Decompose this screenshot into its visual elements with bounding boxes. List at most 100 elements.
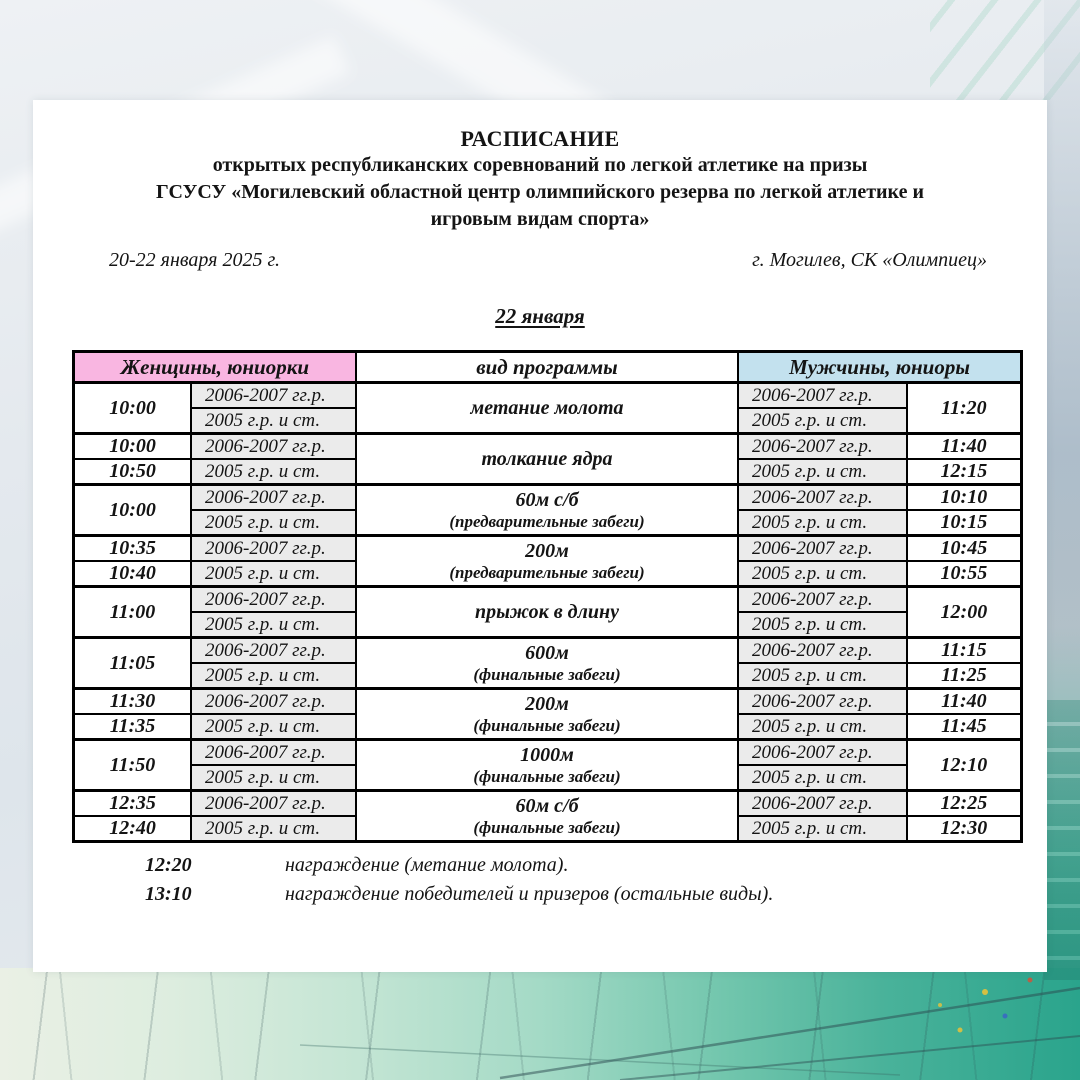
age-cell: 2005 г.р. и ст. [190,560,357,588]
age-cell: 2006-2007 гг.р. [190,432,357,460]
men-time-cell: 12:10 [905,738,1023,792]
age-cell: 2006-2007 гг.р. [190,789,357,817]
subtitle-line: открытых республиканских соревнований по… [212,154,868,176]
women-time-cell: 11:35 [72,713,193,741]
men-time-cell: 12:25 [905,789,1023,817]
table-row: 11:35 2005 г.р. и ст. 2005 г.р. и ст. 11… [72,713,1023,741]
date-range: 20-22 января 2025 г. [109,249,280,271]
document-page: РАСПИСАНИЕ открытых республиканских соре… [33,100,1047,972]
event-cell: метание молота [354,381,740,435]
women-time-cell: 12:35 [72,789,193,817]
women-time-cell: 11:30 [72,687,193,715]
table-row: 11:50 2006-2007 гг.р. 1000м (финальные з… [72,738,1023,792]
men-time-cell: 10:55 [905,560,1023,588]
table-row: 2005 г.р. и ст. 2005 г.р. и ст. 11:25 [74,662,1023,690]
age-cell: 2005 г.р. и ст. [190,611,357,639]
age-cell: 2006-2007 гг.р. [737,432,908,460]
men-time-cell: 10:10 [905,483,1023,511]
event-name: 200м [525,539,569,562]
schedule-table-wrapper: Женщины, юниорки вид программы Мужчины, … [72,350,1047,843]
note-row: 13:10 награждение победителей и призеров… [145,880,1047,909]
age-cell: 2006-2007 гг.р. [190,534,357,562]
event-name: 1000м [520,743,574,766]
age-cell: 2005 г.р. и ст. [190,764,357,792]
women-header: Женщины, юниорки [72,350,357,384]
event-note: (финальные забеги) [473,715,621,735]
event-cell: 1000м (финальные забеги) [354,738,740,792]
table-row: 10:35 2006-2007 гг.р. 200м (предваритель… [72,534,1023,588]
event-name: 200м [525,692,569,715]
age-cell: 2005 г.р. и ст. [737,662,908,690]
men-time-cell: 11:20 [905,381,1023,435]
age-cell: 2005 г.р. и ст. [737,611,908,639]
men-header: Мужчины, юниоры [737,350,1023,384]
men-time-cell: 11:40 [905,687,1023,715]
background-art [0,968,1080,1080]
table-row: 11:30 2006-2007 гг.р. 200м (финальные за… [72,687,1023,741]
subtitle-line: ГСУСУ «Могилевский областной центр олимп… [156,181,924,203]
table-header-row: Женщины, юниорки вид программы Мужчины, … [72,350,1023,384]
note-time: 12:20 [145,854,192,876]
schedule-table: Женщины, юниорки вид программы Мужчины, … [72,350,1023,843]
background-art [1044,700,1080,980]
women-time-cell: 10:35 [72,534,193,562]
age-cell: 2005 г.р. и ст. [737,815,908,843]
age-cell: 2005 г.р. и ст. [190,458,357,486]
age-cell: 2005 г.р. и ст. [190,713,357,741]
age-cell: 2006-2007 гг.р. [737,636,908,664]
women-time-cell: 10:00 [72,483,193,537]
event-name: толкание ядра [481,447,613,470]
event-note: (финальные забеги) [473,766,621,786]
men-time-cell: 12:00 [905,585,1023,639]
age-cell: 2005 г.р. и ст. [190,815,357,843]
women-time-cell: 10:00 [72,381,193,435]
age-cell: 2005 г.р. и ст. [737,764,908,792]
age-cell: 2006-2007 гг.р. [190,381,357,409]
age-cell: 2006-2007 гг.р. [737,534,908,562]
age-cell: 2006-2007 гг.р. [737,789,908,817]
age-cell: 2006-2007 гг.р. [190,636,357,664]
note-row: 12:20 награждение (метание молота). [145,851,1047,880]
day-heading: 22 января [495,304,585,328]
age-cell: 2005 г.р. и ст. [737,407,908,435]
age-cell: 2005 г.р. и ст. [737,509,908,537]
men-time-cell: 12:30 [905,815,1023,843]
event-name: 60м с/б [515,488,579,511]
background-art [0,968,1080,1080]
table-row: 2005 г.р. и ст. 2005 г.р. и ст. [74,407,1022,435]
table-row: 10:00 2006-2007 гг.р. метание молота 200… [72,381,1023,435]
event-header: вид программы [354,350,740,384]
background-art [1044,0,1080,1080]
table-row: 10:00 2006-2007 гг.р. 60м с/б (предварит… [72,483,1023,537]
note-text: награждение (метание молота). [285,854,569,876]
men-time-cell: 10:45 [905,534,1023,562]
event-name: метание молота [470,396,624,419]
men-time-cell: 11:25 [905,662,1023,690]
age-cell: 2006-2007 гг.р. [190,483,357,511]
table-row: 10:00 2006-2007 гг.р. толкание ядра 2006… [72,432,1023,486]
note-time: 13:10 [145,883,192,905]
women-time-cell: 10:00 [72,432,193,460]
age-cell: 2005 г.р. и ст. [190,407,357,435]
age-cell: 2005 г.р. и ст. [737,713,908,741]
event-cell: 200м (предварительные забеги) [354,534,740,588]
event-name: прыжок в длину [475,600,619,623]
age-cell: 2006-2007 гг.р. [737,738,908,766]
event-note: (предварительные забеги) [449,511,645,531]
subtitle-line: игровым видам спорта» [430,208,650,230]
event-cell: толкание ядра [354,432,740,486]
event-note: (финальные забеги) [473,664,621,684]
table-row: 12:35 2006-2007 гг.р. 60м с/б (финальные… [72,789,1023,843]
date-location-row: 20-22 января 2025 г. г. Могилев, СК «Оли… [109,249,987,272]
age-cell: 2006-2007 гг.р. [190,585,357,613]
table-row: 12:40 2005 г.р. и ст. 2005 г.р. и ст. 12… [72,815,1023,843]
event-cell: 60м с/б (финальные забеги) [354,789,740,843]
men-time-cell: 12:15 [905,458,1023,486]
event-cell: прыжок в длину [354,585,740,639]
women-time-cell: 10:40 [72,560,193,588]
event-note: (предварительные забеги) [449,562,645,582]
award-notes: 12:20 награждение (метание молота). 13:1… [145,851,1047,909]
table-row: 11:05 2006-2007 гг.р. 600м (финальные за… [72,636,1023,690]
age-cell: 2006-2007 гг.р. [737,585,908,613]
women-time-cell: 11:50 [72,738,193,792]
